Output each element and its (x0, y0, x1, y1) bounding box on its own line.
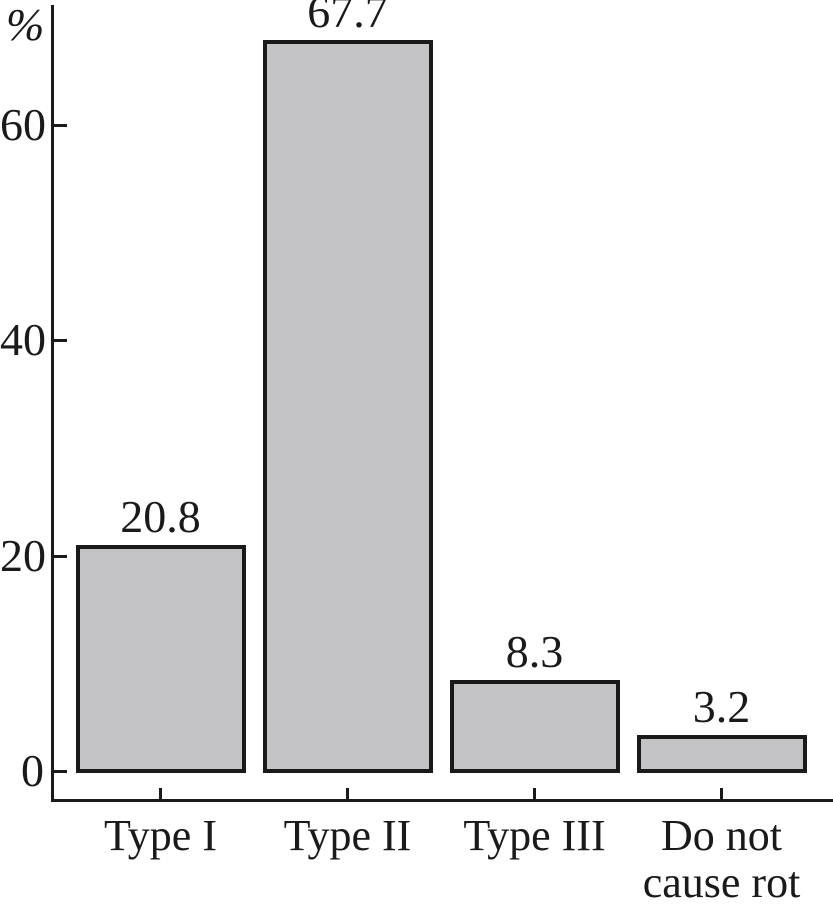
category-label: Type I (104, 811, 217, 860)
y-tick-mark (53, 123, 67, 127)
y-tick-label: 60 (0, 98, 46, 150)
y-tick-mark (53, 339, 67, 342)
y-axis-unit-label: % (6, 0, 45, 50)
x-tick-mark (720, 788, 723, 799)
x-tick-mark (159, 788, 162, 799)
bar-1 (75, 545, 246, 773)
bar-4 (636, 735, 807, 773)
y-tick-label: 0 (21, 745, 44, 796)
bar-value-label: 3.2 (692, 681, 751, 732)
x-axis-line (51, 799, 833, 802)
category-label: Type III (463, 811, 606, 860)
bar-value-label: 67.7 (307, 0, 388, 37)
x-tick-mark (533, 788, 536, 799)
category-label: Do not cause rot (642, 811, 801, 907)
category-label: Type II (283, 811, 412, 860)
bar-value-label: 8.3 (505, 626, 564, 677)
bar-2 (262, 40, 433, 773)
bar-value-label: 20.8 (120, 491, 201, 542)
x-tick-mark (346, 788, 349, 799)
y-axis-line (51, 5, 54, 802)
y-tick-mark (53, 770, 67, 773)
y-tick-label: 20 (0, 529, 46, 581)
y-tick-label: 40 (0, 314, 46, 365)
y-tick-mark (53, 554, 67, 558)
bar-3 (449, 680, 620, 773)
